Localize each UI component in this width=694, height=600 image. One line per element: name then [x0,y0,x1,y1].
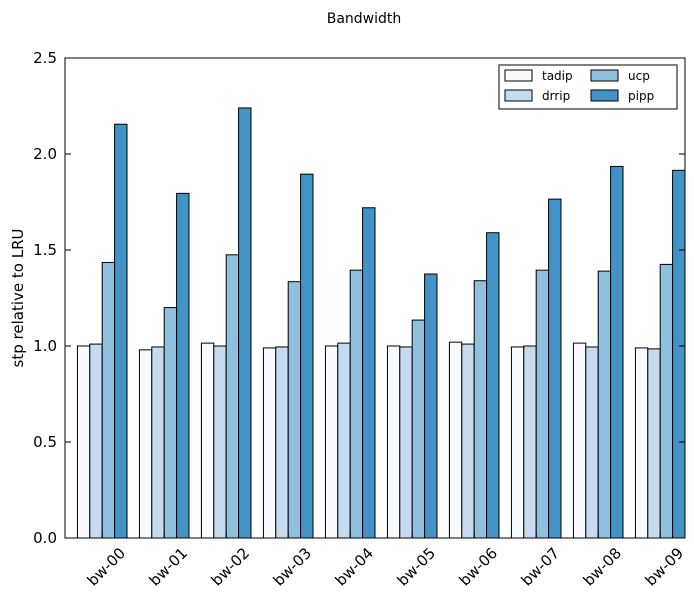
y-axis: 0.0 0.5 1.0 1.5 2.0 2.5 [33,49,685,547]
bar-ucp-bw-08 [597,270,612,539]
bar-pipp-bw-02 [238,107,252,539]
bar-ucp-bw-06 [473,280,488,539]
bar-pipp-bw-09 [672,169,686,539]
bar-drrip-bw-06 [461,343,475,539]
x-tick-label: bw-01 [146,544,191,589]
bar-tadip-bw-08 [572,342,587,539]
x-tick-label: bw-03 [270,544,315,589]
y-tick-label: 0.5 [33,433,57,451]
x-tick-label: bw-04 [332,544,377,589]
bar-pipp-bw-06 [486,232,500,539]
x-tick-label: bw-07 [518,544,563,589]
y-tick-label: 1.5 [33,241,57,259]
legend-label-drrip: drrip [542,89,570,103]
bar-drrip-bw-09 [647,348,661,539]
x-tick-label: bw-06 [456,544,501,589]
y-tick-label: 2.0 [33,145,57,163]
bar-drrip-bw-00 [89,343,103,539]
bar-pipp-bw-01 [176,192,190,539]
x-tick-label: bw-00 [84,544,129,589]
bar-tadip-bw-01 [138,349,153,539]
bar-ucp-bw-05 [411,319,426,539]
bar-pipp-bw-07 [548,198,562,539]
x-tick-label: bw-09 [642,544,687,589]
bar-drrip-bw-07 [523,345,537,539]
y-tick-label: 1.0 [33,337,57,355]
legend-label-tadip: tadip [542,69,573,83]
legend-swatch-drrip [504,89,533,102]
bar-drrip-bw-05 [399,346,413,539]
legend-label-ucp: ucp [628,69,650,83]
bar-tadip-bw-02 [200,342,215,539]
bar-ucp-bw-07 [535,269,550,539]
legend-swatch-pipp [590,89,619,102]
bar-tadip-bw-07 [510,346,525,539]
legend-swatch-tadip [504,69,533,82]
bar-pipp-bw-08 [610,165,624,539]
bar-pipp-bw-03 [300,173,314,539]
x-axis: bw-00 bw-01 bw-02 bw-03 bw-04 bw-05 bw-06 bw-07… [84,532,687,590]
bar-tadip-bw-09 [634,347,649,539]
legend-swatch-ucp [590,69,619,82]
y-tick-label: 0.0 [33,529,57,547]
bar-tadip-bw-05 [386,345,401,539]
bars-group [76,107,686,539]
legend: tadip drrip ucp pipp [498,64,678,110]
bar-drrip-bw-04 [337,342,351,539]
bar-pipp-bw-05 [424,273,438,539]
bar-tadip-bw-06 [448,341,463,539]
legend-label-pipp: pipp [628,89,654,103]
bar-drrip-bw-02 [213,345,227,539]
y-axis-label: stp relative to LRU [9,229,27,368]
bar-ucp-bw-02 [225,254,240,539]
bar-pipp-bw-04 [362,207,376,539]
bar-tadip-bw-04 [324,345,339,539]
x-tick-label: bw-08 [580,544,625,589]
x-tick-label: bw-02 [208,544,253,589]
bar-ucp-bw-09 [659,263,674,539]
bar-drrip-bw-01 [151,346,165,539]
chart-title: Bandwidth [327,11,402,27]
bar-drrip-bw-03 [275,346,289,539]
bar-ucp-bw-01 [163,307,178,539]
x-tick-label: bw-05 [394,544,439,589]
bar-ucp-bw-04 [349,269,364,539]
bar-tadip-bw-00 [76,345,91,539]
bar-ucp-bw-00 [101,261,116,539]
bar-tadip-bw-03 [262,347,277,539]
bar-pipp-bw-00 [114,123,128,539]
plot-area [64,57,686,539]
bar-drrip-bw-08 [585,346,599,539]
bar-ucp-bw-03 [287,281,302,539]
y-tick-label: 2.5 [33,49,57,67]
